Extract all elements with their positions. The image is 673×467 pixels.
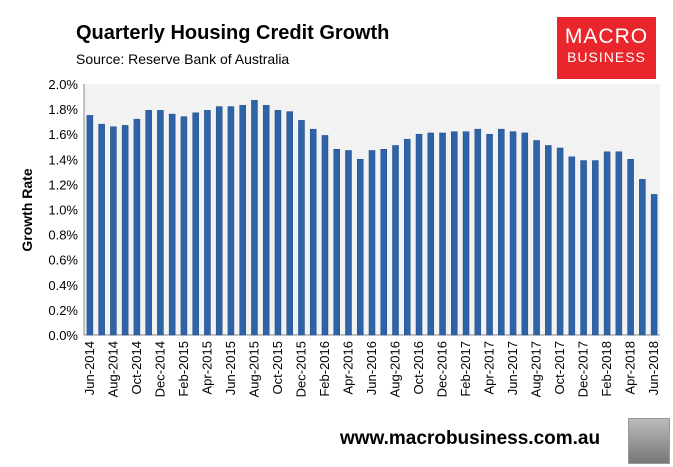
bar	[227, 106, 235, 336]
bar	[356, 159, 364, 336]
bar	[309, 128, 317, 336]
bar	[451, 131, 458, 336]
bar	[627, 159, 634, 336]
y-axis-label: Growth Rate	[19, 168, 35, 251]
x-tick-label: Dec-2017	[576, 341, 591, 397]
y-tick-label: 0.0%	[48, 328, 78, 343]
bar	[486, 133, 493, 336]
bar	[462, 131, 470, 336]
x-tick-label: Apr-2015	[199, 341, 214, 394]
bar	[368, 150, 376, 336]
x-tick-label: Feb-2015	[176, 341, 191, 397]
y-tick-label: 0.8%	[48, 228, 78, 243]
bar	[439, 132, 446, 336]
bar	[615, 151, 623, 336]
x-tick-label: Apr-2017	[482, 341, 497, 394]
y-tick-label: 1.8%	[48, 102, 78, 117]
bar	[556, 147, 564, 336]
x-tick-label: Aug-2017	[529, 341, 544, 397]
chart-title: Quarterly Housing Credit Growth	[76, 22, 390, 44]
bar	[157, 110, 164, 336]
bar	[286, 111, 293, 336]
bar	[415, 133, 423, 336]
wolf-logo-image	[628, 418, 670, 464]
x-tick-label: Aug-2016	[388, 341, 403, 397]
x-tick-label: Jun-2014	[82, 341, 97, 395]
y-tick-label: 0.2%	[48, 303, 78, 318]
bar	[215, 106, 223, 336]
bar	[192, 112, 199, 336]
bar	[509, 131, 517, 336]
bar	[133, 118, 141, 336]
y-tick-label: 1.6%	[48, 127, 78, 142]
x-tick-label: Feb-2018	[599, 341, 614, 397]
x-tick-label: Jun-2016	[364, 341, 379, 395]
bar	[474, 128, 482, 336]
y-tick-label: 0.6%	[48, 253, 78, 268]
bar	[568, 156, 576, 336]
bar	[545, 145, 552, 336]
x-tick-label: Feb-2017	[458, 341, 473, 397]
bar	[427, 132, 435, 336]
x-tick-label: Jun-2015	[223, 341, 238, 395]
x-tick-label: Dec-2015	[293, 341, 308, 397]
bar	[333, 149, 340, 336]
y-tick-label: 0.4%	[48, 278, 78, 293]
y-tick-label: 1.2%	[48, 177, 78, 192]
bar	[404, 138, 411, 336]
x-tick-label: Oct-2015	[270, 341, 285, 394]
chart-source: Source: Reserve Bank of Australia	[76, 51, 290, 67]
logo-line2: BUSINESS	[567, 49, 646, 65]
bar	[121, 125, 129, 336]
bar	[204, 110, 211, 336]
bar	[592, 160, 599, 336]
bar	[180, 116, 188, 336]
bar	[321, 135, 329, 336]
macrobusiness-logo: MACRO BUSINESS	[557, 17, 656, 79]
x-tick-label: Aug-2014	[105, 341, 120, 397]
y-tick-label: 2.0%	[48, 77, 78, 92]
bar	[380, 149, 388, 336]
y-tick-label: 1.4%	[48, 152, 78, 167]
x-tick-label: Oct-2014	[129, 341, 144, 394]
x-tick-label: Dec-2016	[435, 341, 450, 397]
bar	[262, 105, 270, 336]
bar	[298, 120, 305, 336]
x-tick-label: Jun-2018	[646, 341, 661, 395]
bar	[251, 100, 258, 336]
bar	[498, 128, 505, 336]
x-tick-label: Oct-2016	[411, 341, 426, 394]
y-tick-label: 1.0%	[48, 203, 78, 218]
bar	[603, 151, 611, 336]
bar	[650, 194, 658, 336]
bar	[533, 140, 540, 336]
x-tick-label: Apr-2018	[623, 341, 638, 394]
bar	[639, 179, 646, 336]
x-tick-label: Jun-2017	[505, 341, 520, 395]
x-tick-label: Dec-2014	[152, 341, 167, 397]
bar	[98, 123, 105, 336]
x-tick-label: Aug-2015	[246, 341, 261, 397]
bar	[168, 113, 176, 336]
bar	[145, 110, 152, 336]
x-tick-label: Oct-2017	[552, 341, 567, 394]
bar	[392, 145, 399, 336]
bar	[274, 110, 282, 336]
bar	[110, 126, 117, 336]
bar	[521, 132, 529, 336]
x-tick-label: Apr-2016	[340, 341, 355, 394]
bar	[345, 150, 352, 336]
logo-line1: MACRO	[564, 25, 649, 48]
bar	[580, 160, 587, 336]
website-url: www.macrobusiness.com.au	[340, 428, 601, 449]
bar	[239, 105, 246, 336]
x-tick-label: Feb-2016	[317, 341, 332, 397]
bar	[86, 115, 94, 336]
